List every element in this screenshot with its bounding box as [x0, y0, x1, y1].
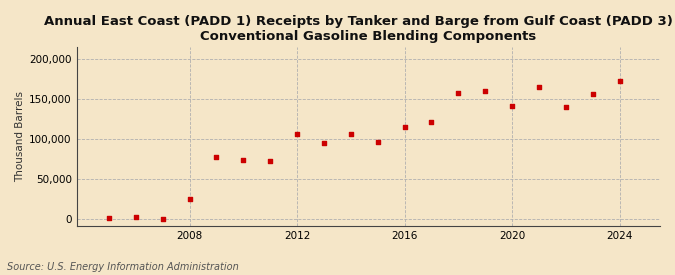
Point — [130, 215, 141, 219]
Point — [373, 139, 383, 144]
Point — [103, 216, 114, 220]
Point — [319, 141, 329, 145]
Point — [238, 158, 248, 162]
Point — [587, 92, 598, 97]
Point — [184, 197, 195, 202]
Point — [560, 105, 571, 109]
Point — [265, 159, 275, 163]
Point — [614, 79, 625, 84]
Point — [399, 125, 410, 130]
Point — [292, 131, 302, 136]
Point — [480, 89, 491, 93]
Point — [346, 132, 356, 137]
Text: Source: U.S. Energy Information Administration: Source: U.S. Energy Information Administ… — [7, 262, 238, 272]
Point — [211, 155, 222, 159]
Y-axis label: Thousand Barrels: Thousand Barrels — [15, 91, 25, 182]
Point — [453, 91, 464, 96]
Point — [534, 85, 545, 89]
Title: Annual East Coast (PADD 1) Receipts by Tanker and Barge from Gulf Coast (PADD 3): Annual East Coast (PADD 1) Receipts by T… — [44, 15, 675, 43]
Point — [426, 119, 437, 124]
Point — [157, 217, 168, 221]
Point — [507, 103, 518, 108]
